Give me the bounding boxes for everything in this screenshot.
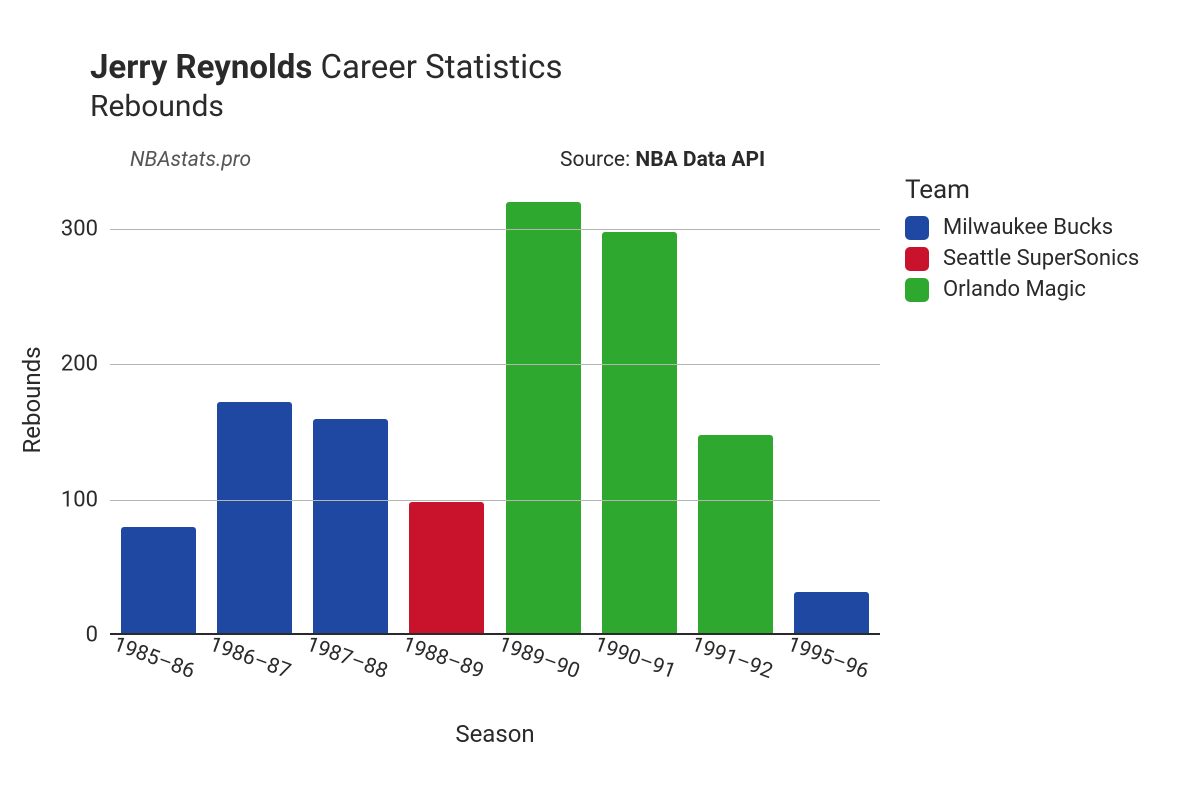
attribution-text: NBAstats.pro bbox=[130, 148, 251, 172]
x-tick-label: 1991–92 bbox=[688, 633, 776, 684]
bar bbox=[698, 435, 773, 635]
bar bbox=[409, 502, 484, 635]
source-text: Source: NBA Data API bbox=[560, 148, 765, 172]
legend-swatch bbox=[905, 247, 929, 271]
x-tick-label: 1987–88 bbox=[303, 633, 391, 684]
legend-item: Orlando Magic bbox=[905, 277, 1139, 302]
legend-item: Seattle SuperSonics bbox=[905, 246, 1139, 271]
source-name: NBA Data API bbox=[635, 148, 765, 172]
plot-area: 01002003001985–861986–871987–881988–8919… bbox=[110, 175, 880, 635]
x-tick-label: 1986–87 bbox=[206, 633, 294, 684]
bar bbox=[794, 592, 869, 635]
grid-line bbox=[110, 500, 880, 501]
x-axis-title: Season bbox=[455, 720, 534, 748]
grid-line bbox=[110, 229, 880, 230]
y-tick-label: 100 bbox=[61, 487, 98, 512]
chart-container: Jerry Reynolds Career Statistics Rebound… bbox=[0, 0, 1200, 800]
chart-title-block: Jerry Reynolds Career Statistics Rebound… bbox=[90, 48, 562, 124]
x-tick-label: 1985–86 bbox=[110, 633, 198, 684]
x-tick-label: 1995–96 bbox=[784, 633, 872, 684]
y-tick-label: 0 bbox=[86, 623, 98, 648]
title-rest: Career Statistics bbox=[312, 48, 562, 87]
grid-line bbox=[110, 364, 880, 365]
legend-label: Milwaukee Bucks bbox=[943, 215, 1113, 240]
x-tick-label: 1988–89 bbox=[399, 633, 487, 684]
legend-swatch bbox=[905, 216, 929, 240]
bar bbox=[217, 402, 292, 635]
bar bbox=[602, 232, 677, 635]
x-axis-line bbox=[110, 633, 880, 635]
bar bbox=[313, 419, 388, 635]
chart-subtitle: Rebounds bbox=[90, 89, 562, 124]
title-bold: Jerry Reynolds bbox=[90, 48, 312, 87]
bar bbox=[121, 527, 196, 635]
legend-item: Milwaukee Bucks bbox=[905, 215, 1139, 240]
legend-label: Seattle SuperSonics bbox=[943, 246, 1139, 271]
bar bbox=[506, 202, 581, 635]
bars-group bbox=[110, 175, 880, 635]
y-axis-title: Rebounds bbox=[18, 346, 46, 453]
legend-label: Orlando Magic bbox=[943, 277, 1086, 302]
legend-title: Team bbox=[905, 175, 1139, 205]
chart-title: Jerry Reynolds Career Statistics bbox=[90, 48, 562, 87]
legend-swatch bbox=[905, 278, 929, 302]
y-tick-label: 300 bbox=[61, 217, 98, 242]
x-tick-label: 1989–90 bbox=[495, 633, 583, 684]
source-prefix: Source: bbox=[560, 148, 635, 172]
x-tick-label: 1990–91 bbox=[591, 633, 679, 684]
legend: Team Milwaukee Bucks Seattle SuperSonics O… bbox=[905, 175, 1139, 308]
legend-items: Milwaukee Bucks Seattle SuperSonics Orland… bbox=[905, 215, 1139, 302]
y-tick-label: 200 bbox=[61, 352, 98, 377]
